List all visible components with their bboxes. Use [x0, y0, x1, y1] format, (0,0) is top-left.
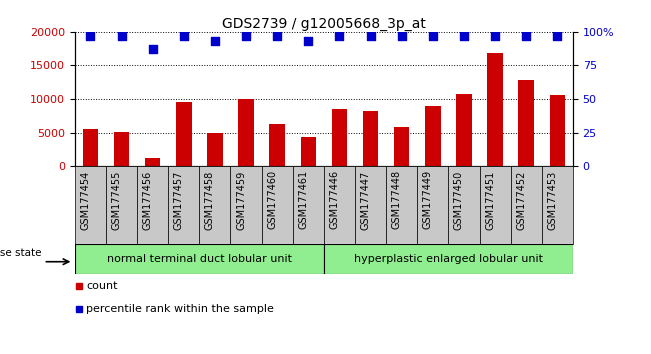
Text: GSM177458: GSM177458	[205, 170, 215, 229]
Bar	[145, 158, 160, 166]
Point	[178, 33, 189, 39]
Bar	[75, 244, 324, 274]
Bar	[488, 53, 503, 166]
Text: GSM177451: GSM177451	[485, 170, 495, 229]
Bar	[176, 103, 191, 166]
Bar	[207, 133, 223, 166]
Bar	[324, 244, 573, 274]
Bar	[75, 166, 106, 244]
Text: GSM177448: GSM177448	[392, 170, 402, 229]
Text: disease state: disease state	[0, 248, 41, 258]
Point	[148, 46, 158, 52]
Point	[396, 33, 407, 39]
Point	[85, 33, 96, 39]
Bar	[417, 166, 449, 244]
Text: GSM177446: GSM177446	[329, 170, 339, 229]
Text: count: count	[86, 281, 118, 291]
Bar	[542, 166, 573, 244]
Point	[303, 39, 314, 44]
Point	[459, 33, 469, 39]
Bar	[230, 166, 262, 244]
Text: GSM177454: GSM177454	[81, 170, 90, 229]
Text: percentile rank within the sample: percentile rank within the sample	[86, 304, 274, 314]
Bar	[480, 166, 510, 244]
Bar	[106, 166, 137, 244]
Title: GDS2739 / g12005668_3p_at: GDS2739 / g12005668_3p_at	[222, 17, 426, 31]
Bar	[301, 137, 316, 166]
Text: normal terminal duct lobular unit: normal terminal duct lobular unit	[107, 254, 292, 264]
Bar	[425, 106, 441, 166]
Text: GSM177459: GSM177459	[236, 170, 246, 229]
Text: GSM177456: GSM177456	[143, 170, 153, 229]
Bar	[355, 166, 386, 244]
Point	[552, 33, 562, 39]
Text: GSM177447: GSM177447	[361, 170, 370, 229]
Bar	[262, 166, 293, 244]
Bar	[270, 124, 285, 166]
Bar	[363, 110, 378, 166]
Bar	[386, 166, 417, 244]
Point	[490, 33, 500, 39]
Point	[210, 39, 220, 44]
Bar	[456, 95, 472, 166]
Text: GSM177461: GSM177461	[298, 170, 309, 229]
Text: GSM177452: GSM177452	[516, 170, 526, 230]
Text: GSM177457: GSM177457	[174, 170, 184, 230]
Point	[241, 33, 251, 39]
Text: GSM177450: GSM177450	[454, 170, 464, 229]
Point	[521, 33, 531, 39]
Bar	[168, 166, 199, 244]
Bar	[331, 109, 347, 166]
Bar	[549, 95, 565, 166]
Bar	[510, 166, 542, 244]
Text: hyperplastic enlarged lobular unit: hyperplastic enlarged lobular unit	[354, 254, 543, 264]
Bar	[199, 166, 230, 244]
Point	[334, 33, 344, 39]
Text: GSM177455: GSM177455	[111, 170, 122, 230]
Bar	[137, 166, 168, 244]
Bar	[449, 166, 480, 244]
Point	[365, 33, 376, 39]
Point	[117, 33, 127, 39]
Bar	[324, 166, 355, 244]
Bar	[518, 80, 534, 166]
Bar	[293, 166, 324, 244]
Point	[428, 33, 438, 39]
Point	[272, 33, 283, 39]
Text: GSM177453: GSM177453	[547, 170, 557, 229]
Bar	[114, 132, 130, 166]
Text: GSM177449: GSM177449	[422, 170, 433, 229]
Text: GSM177460: GSM177460	[267, 170, 277, 229]
Bar	[83, 129, 98, 166]
Bar	[238, 99, 254, 166]
Bar	[394, 127, 409, 166]
